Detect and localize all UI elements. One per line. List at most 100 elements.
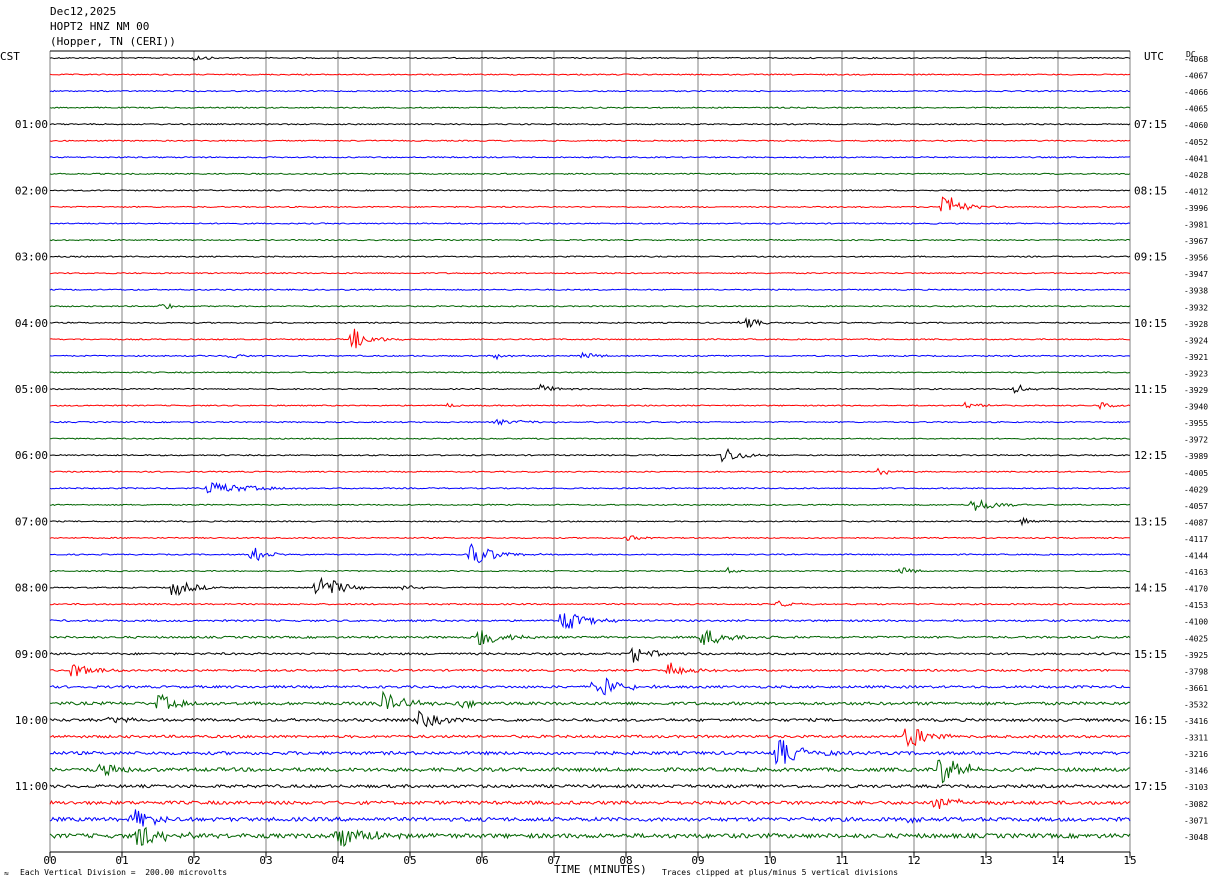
- x-tick-label: 04: [331, 854, 345, 867]
- right-hour-label: 07:15: [1134, 118, 1167, 131]
- x-tick-label: 05: [403, 854, 416, 867]
- dc-offset-label: -4060: [1184, 121, 1208, 130]
- left-hour-label: 11:00: [15, 780, 48, 793]
- seismic-trace: [49, 629, 1131, 646]
- right-hour-label: 11:15: [1134, 383, 1167, 396]
- x-tick-label: 09: [691, 854, 704, 867]
- station-label: HOPT2 HNZ NM 00: [50, 20, 150, 33]
- x-tick-label: 00: [43, 854, 56, 867]
- dc-offset-label: -3938: [1184, 287, 1208, 296]
- seismic-trace: [49, 739, 1131, 765]
- dc-offset-label: -3972: [1184, 436, 1208, 445]
- dc-offset-label: -3532: [1184, 700, 1208, 709]
- seismic-trace: [49, 89, 1131, 93]
- dc-offset-label: -4163: [1184, 568, 1208, 577]
- seismic-trace: [49, 690, 1131, 710]
- seismic-trace: [49, 516, 1131, 527]
- dc-offset-label: -4153: [1184, 601, 1208, 610]
- left-hour-label: 10:00: [15, 714, 48, 727]
- dc-offset-label: -3921: [1184, 353, 1208, 362]
- left-hour-label: 09:00: [15, 648, 48, 661]
- dc-offset-label: -4052: [1184, 138, 1208, 147]
- dc-offset-label: -4087: [1184, 518, 1208, 527]
- date-label: Dec12,2025: [50, 5, 117, 18]
- dc-offset-label: -4067: [1184, 72, 1208, 81]
- seismic-trace: [49, 826, 1131, 848]
- seismic-trace: [49, 302, 1131, 310]
- dc-offset-label: -3967: [1184, 237, 1208, 246]
- dc-offset-label: -4025: [1184, 634, 1208, 643]
- left-hour-label: 07:00: [15, 515, 48, 528]
- seismic-trace: [49, 316, 1131, 328]
- seismic-trace: [49, 646, 1131, 663]
- seismic-trace: [49, 566, 1130, 574]
- left-hour-label: 02:00: [15, 184, 48, 197]
- chart-grid: [49, 50, 1131, 858]
- seismic-trace: [49, 613, 1131, 630]
- seismic-trace: [49, 156, 1131, 159]
- seismic-trace: [49, 139, 1131, 142]
- x-tick-label: 12: [907, 854, 920, 867]
- right-hour-label: 16:15: [1134, 714, 1167, 727]
- left-hour-label: 04:00: [15, 317, 48, 330]
- dc-offset-label: -3216: [1184, 750, 1208, 759]
- dc-offset-label: -3981: [1184, 221, 1208, 230]
- dc-offset-label: -3956: [1184, 254, 1208, 263]
- x-axis-title: TIME (MINUTES): [554, 863, 647, 876]
- dc-offset-label: -4012: [1184, 187, 1208, 196]
- location-label: (Hopper, TN (CERI)): [50, 35, 176, 48]
- dc-offset-label: -4029: [1184, 485, 1208, 494]
- trace-group: [49, 55, 1131, 848]
- right-hour-label: 12:15: [1134, 449, 1167, 462]
- right-hour-label: 15:15: [1134, 648, 1167, 661]
- dc-offset-label: -3929: [1184, 386, 1208, 395]
- dc-offset-label: -3082: [1184, 800, 1208, 809]
- seismic-trace: [49, 437, 1131, 440]
- x-tick-label: 02: [187, 854, 200, 867]
- seismic-trace: [49, 351, 1131, 361]
- dc-offset-label: -3940: [1184, 403, 1208, 412]
- x-tick-label: 13: [979, 854, 992, 867]
- seismic-trace: [49, 467, 1131, 476]
- seismic-trace: [49, 222, 1131, 225]
- seismic-trace: [49, 662, 1131, 677]
- dc-offset-label: -4028: [1184, 171, 1208, 180]
- seismic-trace: [49, 498, 1131, 511]
- seismic-trace: [49, 481, 1130, 494]
- seismic-trace: [49, 106, 1131, 109]
- dc-offset-label: -3798: [1184, 667, 1208, 676]
- seismic-trace: [49, 371, 1131, 374]
- dc-offset-label: -3947: [1184, 270, 1208, 279]
- right-hour-label: 08:15: [1134, 184, 1167, 197]
- dc-offset-label: -3932: [1184, 303, 1208, 312]
- dc-offset-label: -3103: [1184, 783, 1208, 792]
- seismic-trace: [49, 172, 1131, 176]
- seismic-trace: [49, 328, 1131, 349]
- right-timezone-label: UTC: [1144, 50, 1164, 63]
- dc-offset-label: -3989: [1184, 452, 1208, 461]
- dc-offset-label: -3071: [1184, 816, 1208, 825]
- dc-offset-label: -3661: [1184, 684, 1208, 693]
- seismic-trace: [49, 383, 1131, 394]
- dc-offset-label: -3311: [1184, 734, 1208, 743]
- dc-offset-label: -3416: [1184, 717, 1208, 726]
- seismic-trace: [49, 535, 1131, 541]
- dc-offset-label: -4068: [1184, 55, 1208, 64]
- seismic-trace: [49, 728, 1131, 748]
- x-tick-label: 06: [475, 854, 488, 867]
- seismic-trace: [50, 189, 1131, 192]
- dc-offset-label: -4057: [1184, 502, 1208, 511]
- seismic-trace: [49, 73, 1131, 76]
- seismic-trace: [49, 600, 1131, 607]
- left-timezone-label: CST: [0, 50, 20, 63]
- seismic-trace: [49, 238, 1131, 242]
- seismic-trace: [49, 255, 1131, 258]
- seismic-trace: [49, 759, 1131, 784]
- seismic-trace: [49, 710, 1131, 728]
- x-tick-label: 08: [619, 854, 632, 867]
- x-tick-label: 03: [259, 854, 272, 867]
- left-hour-label: 08:00: [15, 582, 48, 595]
- left-hour-label: 05:00: [15, 383, 48, 396]
- x-tick-label: 01: [115, 854, 128, 867]
- dc-offset-label: -3925: [1184, 651, 1208, 660]
